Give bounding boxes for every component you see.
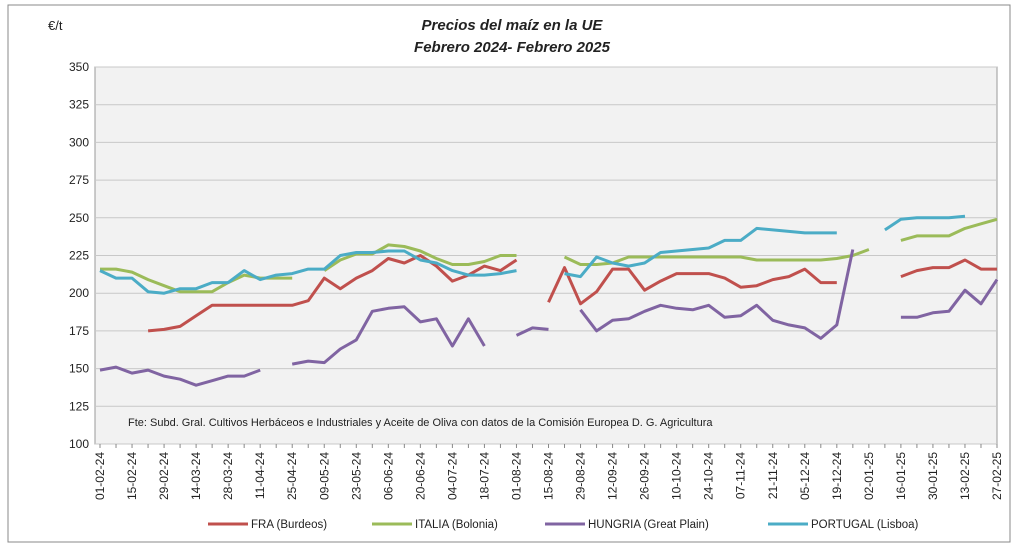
y-tick-label: 275 [69, 173, 89, 187]
x-tick-label: 10-10-24 [670, 452, 684, 500]
x-tick-label: 15-08-24 [542, 452, 556, 500]
y-tick-label: 350 [69, 60, 89, 74]
x-tick-label: 12-09-24 [606, 452, 620, 500]
x-tick-label: 13-02-25 [958, 452, 972, 500]
x-tick-label: 01-08-24 [509, 452, 523, 500]
y-tick-label: 300 [69, 135, 89, 149]
y-tick-label: 175 [69, 324, 89, 338]
y-tick-label: 325 [69, 98, 89, 112]
x-tick-label: 18-07-24 [477, 452, 491, 500]
x-tick-label: 23-05-24 [349, 452, 363, 500]
y-tick-label: 100 [69, 437, 89, 451]
y-tick-label: 150 [69, 362, 89, 376]
chart-subtitle: Febrero 2024- Febrero 2025 [414, 39, 611, 56]
y-tick-label: 125 [69, 399, 89, 413]
series-line [99, 249, 999, 387]
source-note: Fte: Subd. Gral. Cultivos Herbáceos e In… [128, 417, 713, 429]
x-tick-label: 25-04-24 [285, 452, 299, 500]
series-line [147, 254, 997, 333]
x-tick-label: 09-05-24 [317, 452, 331, 500]
x-tick-label: 11-04-24 [253, 452, 267, 499]
x-tick-label: 26-09-24 [638, 452, 652, 500]
legend-label: PORTUGAL (Lisboa) [811, 519, 919, 531]
y-tick-label: 200 [69, 286, 89, 300]
x-tick-label: 05-12-24 [798, 452, 812, 500]
x-tick-label: 30-01-25 [926, 452, 940, 500]
x-tick-label: 27-02-25 [990, 452, 1004, 500]
x-tick-label: 19-12-24 [830, 452, 844, 500]
x-tick-label: 29-08-24 [574, 452, 588, 500]
x-tick-label: 24-10-24 [702, 452, 716, 500]
series-line [100, 217, 998, 294]
x-tick-label: 06-06-24 [381, 452, 395, 500]
x-tick-label: 16-01-25 [894, 452, 908, 500]
legend-label: ITALIA (Bolonia) [415, 519, 498, 531]
x-tick-label: 29-02-24 [157, 452, 171, 500]
chart-title: Precios del maíz en la UE [422, 17, 604, 34]
legend-label: FRA (Burdeos) [251, 519, 327, 531]
x-tick-label: 14-03-24 [189, 452, 203, 500]
y-tick-label: 225 [69, 249, 89, 263]
x-tick-label: 20-06-24 [413, 452, 427, 500]
x-tick-label: 04-07-24 [445, 452, 459, 500]
y-tick-label: 250 [69, 211, 89, 225]
x-tick-label: 21-11-24 [766, 452, 780, 499]
x-tick-label: 01-02-24 [93, 452, 107, 500]
x-tick-label: 28-03-24 [221, 452, 235, 500]
series-line [99, 214, 966, 295]
x-tick-label: 07-11-24 [734, 452, 748, 499]
x-tick-label: 15-02-24 [125, 452, 139, 500]
legend-label: HUNGRIA (Great Plain) [588, 519, 709, 531]
y-axis-label: €/t [48, 18, 63, 33]
x-tick-label: 02-01-25 [862, 452, 876, 500]
